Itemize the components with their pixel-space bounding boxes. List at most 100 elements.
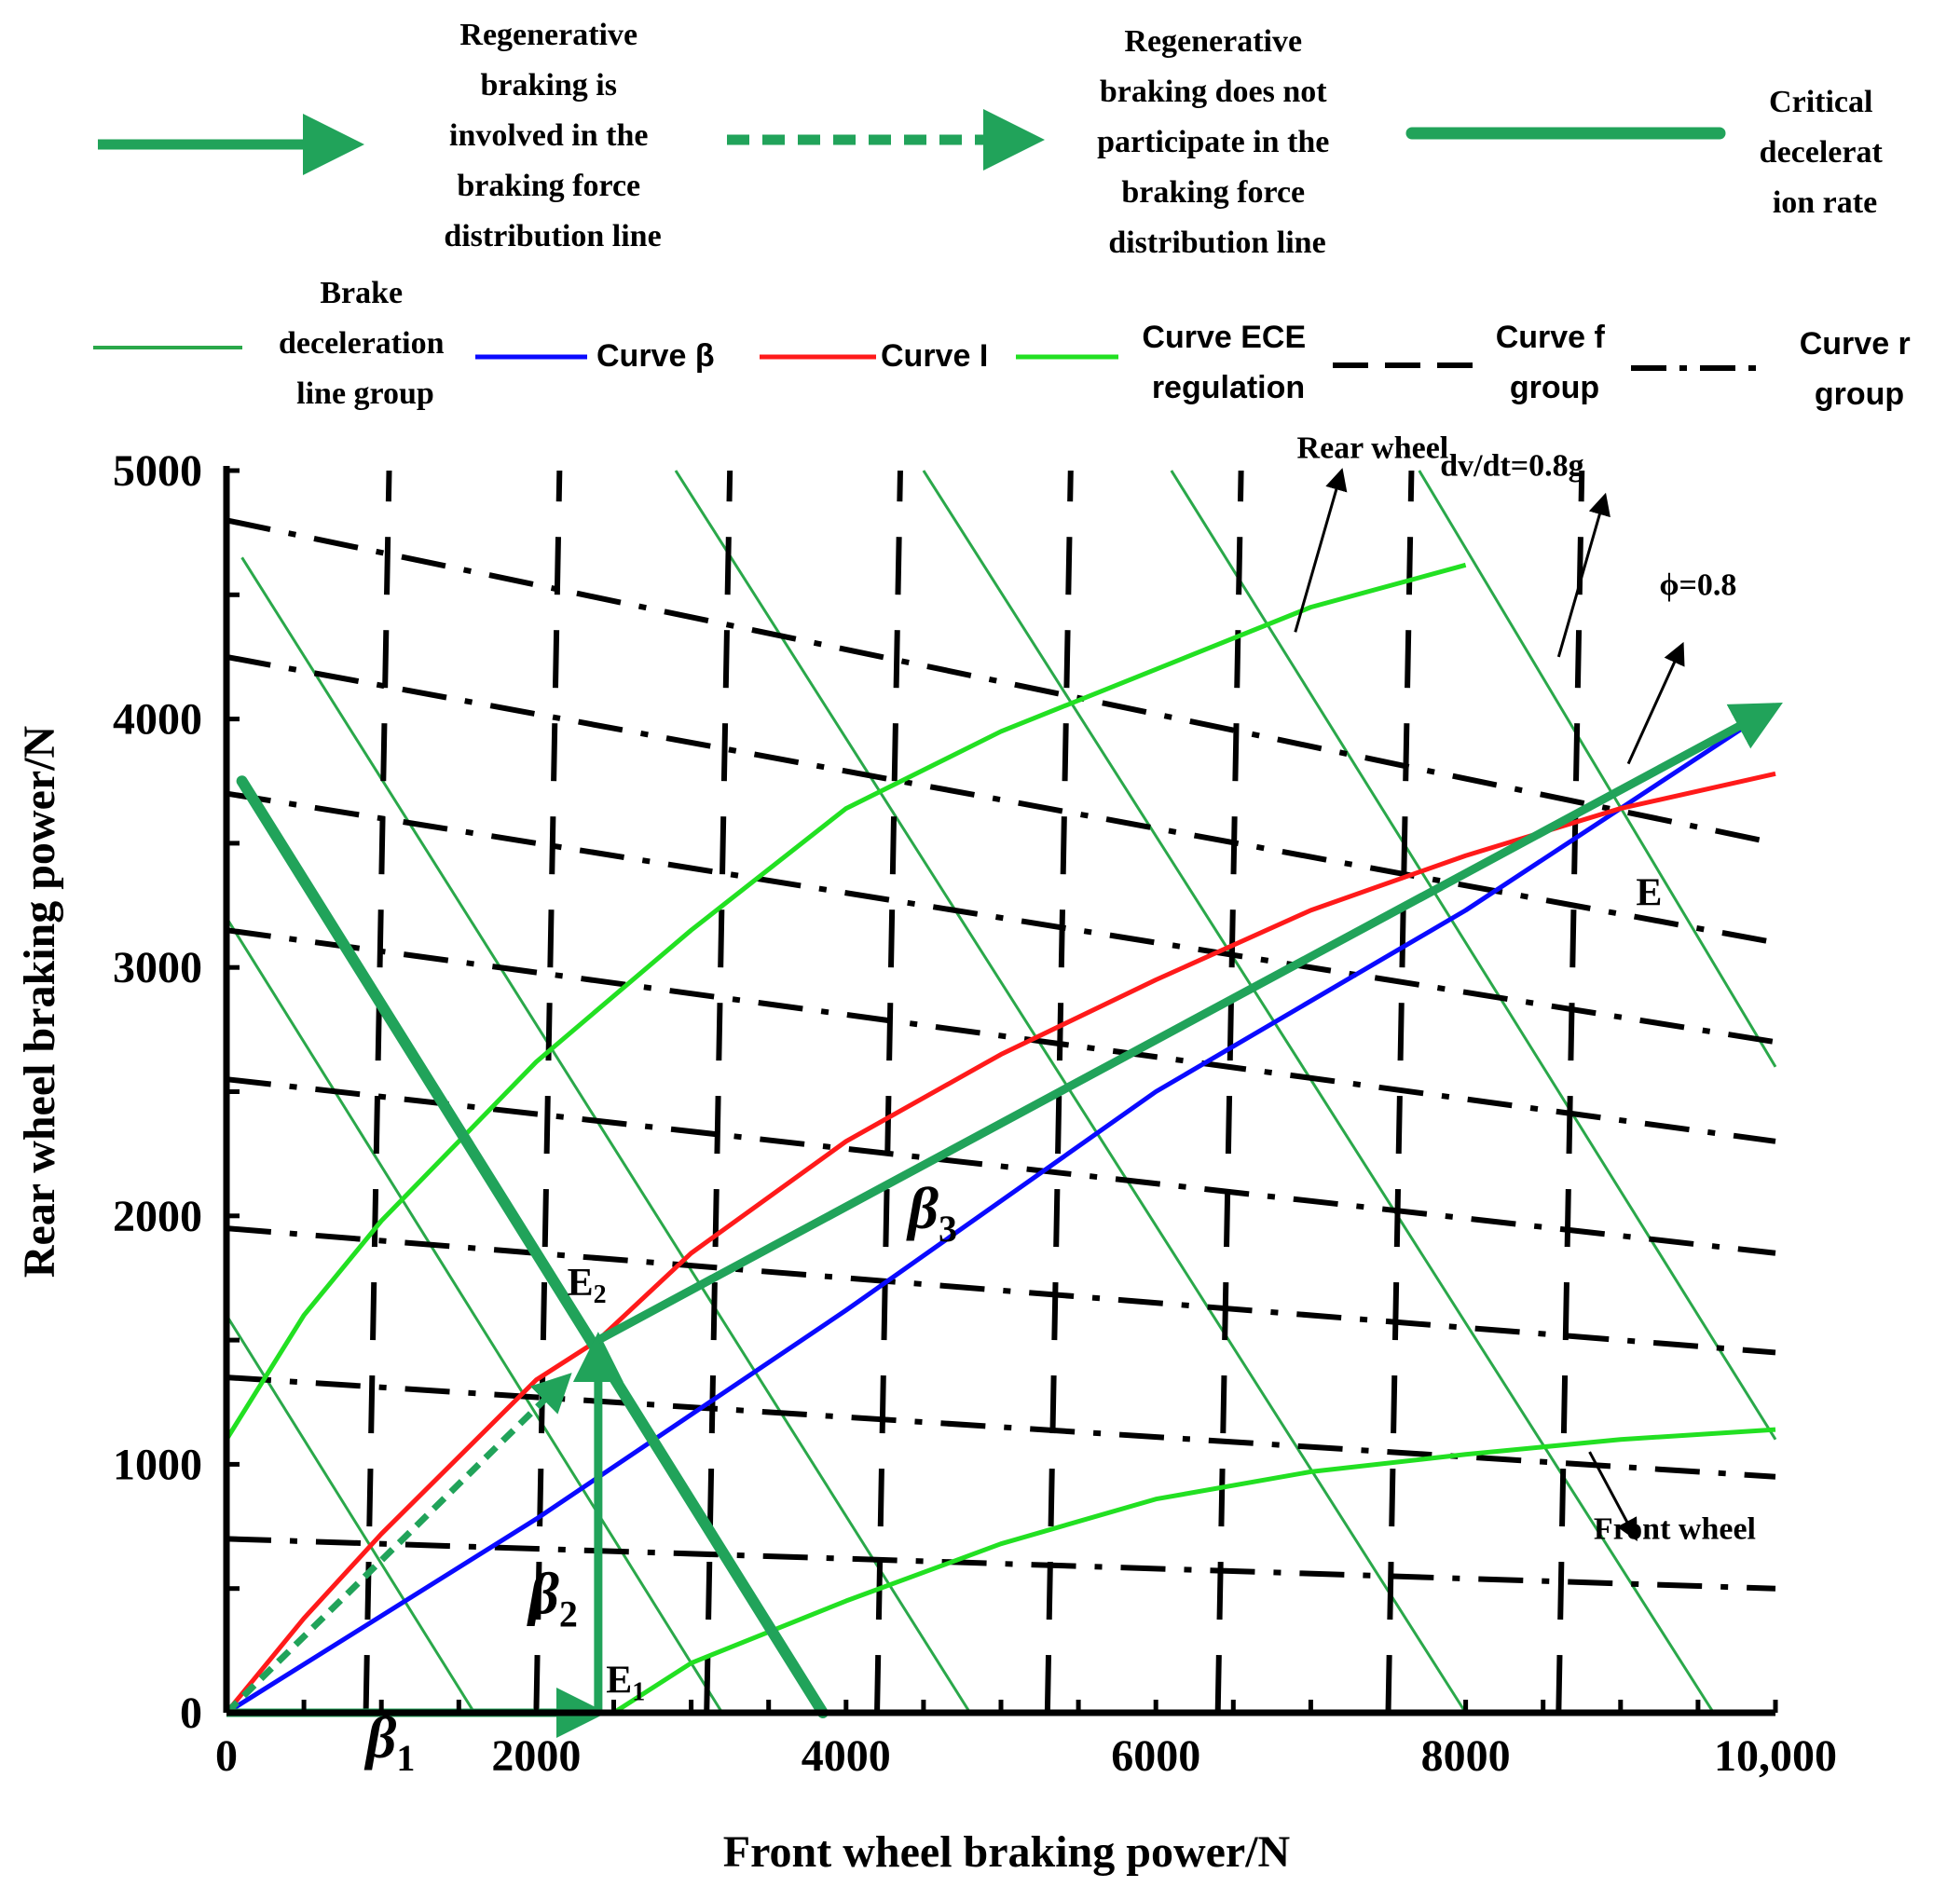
legend-label-regen-involved: Regenerative braking is involved in the … bbox=[444, 18, 661, 253]
curve-r-line bbox=[226, 517, 1776, 846]
beta-label: β3 bbox=[906, 1175, 957, 1250]
curve-f-line bbox=[533, 470, 563, 1714]
curve-r-line bbox=[226, 927, 1776, 1144]
legend-item-curve-ece: Curve ECE regulation bbox=[1016, 320, 1314, 405]
legend-label-line: Brake bbox=[320, 276, 403, 310]
legend-item-curve-r: Curve r group bbox=[1631, 326, 1920, 412]
curve-f-line bbox=[704, 470, 733, 1714]
annotation-label: Front wheel bbox=[1594, 1511, 1756, 1546]
legend-label-line: distribution line bbox=[1108, 226, 1325, 260]
annotation-arrow bbox=[1294, 468, 1348, 633]
point-label: E2 bbox=[568, 1262, 607, 1309]
legend-label-line: Curve r bbox=[1800, 326, 1911, 362]
legend-label-line: group bbox=[1510, 370, 1599, 405]
decel-line bbox=[225, 917, 724, 1714]
legend-label-line: braking force bbox=[457, 169, 640, 203]
y-tick-label: 3000 bbox=[113, 943, 202, 992]
point-label-main: E bbox=[606, 1660, 632, 1702]
beta-label: β1 bbox=[364, 1704, 416, 1779]
legend-item-decel-group: Brake deceleration line group bbox=[93, 276, 445, 411]
beta3-arrow bbox=[596, 703, 1783, 1345]
legend-item-critical: Critical decelerat ion rate bbox=[1405, 85, 1891, 220]
decel-line bbox=[225, 1314, 476, 1714]
curve-r-line bbox=[226, 790, 1776, 1046]
curve-series-group bbox=[224, 562, 1777, 1716]
beta-label-main: β bbox=[364, 1704, 397, 1771]
legend-label-line: braking force bbox=[1121, 175, 1305, 210]
curve-ece-rear-line bbox=[224, 562, 1467, 1442]
decel-line-group bbox=[225, 470, 1777, 1714]
point-label-sub: 2 bbox=[594, 1280, 607, 1309]
x-tick-label: 0 bbox=[215, 1731, 238, 1781]
annotation-arrow bbox=[1556, 492, 1610, 658]
legend-label-line: Regenerative bbox=[1124, 24, 1302, 59]
decel-line bbox=[1418, 470, 1777, 1068]
point-label: E1 bbox=[606, 1660, 645, 1707]
x-tick-label: 8000 bbox=[1421, 1731, 1511, 1781]
annotation-label: ϕ=0.8 bbox=[1659, 567, 1736, 602]
legend-label-line: braking is bbox=[481, 68, 617, 103]
legend-label-line: Curve ECE bbox=[1142, 320, 1306, 355]
critical-deceleration-line bbox=[236, 775, 829, 1718]
legend-label-line: distribution line bbox=[444, 219, 661, 253]
x-tick-label: 4000 bbox=[802, 1731, 891, 1781]
legend-label-curve-r: Curve r group bbox=[1800, 326, 1920, 412]
legend-item-regen-involved: Regenerative braking is involved in the … bbox=[98, 18, 662, 253]
legend-label-line: line group bbox=[296, 376, 434, 411]
curve-f-line bbox=[363, 470, 392, 1714]
legend-label-line: group bbox=[1815, 376, 1904, 412]
legend-label-curve-I: Curve I bbox=[881, 338, 988, 374]
curve-f-line bbox=[1385, 470, 1415, 1714]
point-label-sub: 1 bbox=[632, 1678, 645, 1707]
legend-label-line: Curve f bbox=[1496, 320, 1606, 355]
curve-f-line bbox=[1044, 470, 1074, 1714]
legend-label-line: ion rate bbox=[1773, 185, 1877, 220]
curve-f-line bbox=[1556, 470, 1585, 1714]
annotation-arrow bbox=[1626, 641, 1685, 765]
curve-beta-line bbox=[225, 704, 1777, 1716]
curve-r-line bbox=[226, 1374, 1776, 1480]
legend-item-curve-beta: Curve β bbox=[475, 338, 715, 374]
curve-f-line bbox=[1214, 470, 1244, 1714]
curve-I-line bbox=[225, 771, 1776, 1715]
curve-ece-front-line bbox=[612, 1427, 1776, 1716]
legend-label-line: Regenerative bbox=[459, 18, 637, 52]
curve-r-group bbox=[226, 517, 1776, 1592]
beta-label-main: β bbox=[906, 1175, 939, 1241]
legend-row-1: Regenerative braking is involved in the … bbox=[98, 18, 1891, 260]
dashed-arrow bbox=[224, 1373, 572, 1716]
y-tick-label: 5000 bbox=[113, 446, 202, 496]
curve-r-line bbox=[226, 1536, 1776, 1592]
legend-label-line: deceleration bbox=[279, 326, 445, 361]
x-axis-label: Front wheel braking power/N bbox=[723, 1827, 1291, 1877]
beta-label-sub: 1 bbox=[396, 1737, 415, 1779]
legend-label-curve-ece: Curve ECE regulation bbox=[1142, 320, 1314, 405]
y-tick-label: 4000 bbox=[113, 695, 202, 745]
curve-r-line bbox=[226, 1225, 1776, 1356]
decel-line bbox=[240, 556, 972, 1714]
legend-label-line: Critical bbox=[1769, 85, 1872, 119]
y-tick-label: 1000 bbox=[113, 1440, 202, 1489]
x-tick-label: 10,000 bbox=[1714, 1731, 1837, 1781]
legend-row-2: Brake deceleration line group Curve β Cu… bbox=[93, 276, 1920, 412]
x-tick-label: 2000 bbox=[491, 1731, 581, 1781]
point-label-main: E bbox=[568, 1262, 594, 1305]
legend-label-line: braking does not bbox=[1100, 75, 1327, 109]
beta-label-main: β bbox=[527, 1560, 559, 1626]
legend-label-line: regulation bbox=[1152, 370, 1305, 405]
curve-r-line bbox=[226, 1076, 1776, 1256]
legend-label-line: decelerat bbox=[1760, 135, 1884, 170]
annotation-arrow bbox=[1588, 1451, 1638, 1542]
point-label-main: E bbox=[1636, 872, 1662, 915]
decel-line bbox=[922, 470, 1715, 1714]
legend-label-critical: Critical decelerat ion rate bbox=[1760, 85, 1891, 220]
beta-label: β2 bbox=[527, 1560, 578, 1634]
point-label: E bbox=[1636, 872, 1662, 915]
legend-label-line: participate in the bbox=[1097, 125, 1329, 159]
legend-label-regen-not: Regenerative braking does not participat… bbox=[1097, 24, 1337, 260]
legend-item-curve-f: Curve f group bbox=[1333, 320, 1606, 405]
annotation-label: Rear wheel bbox=[1297, 431, 1449, 466]
